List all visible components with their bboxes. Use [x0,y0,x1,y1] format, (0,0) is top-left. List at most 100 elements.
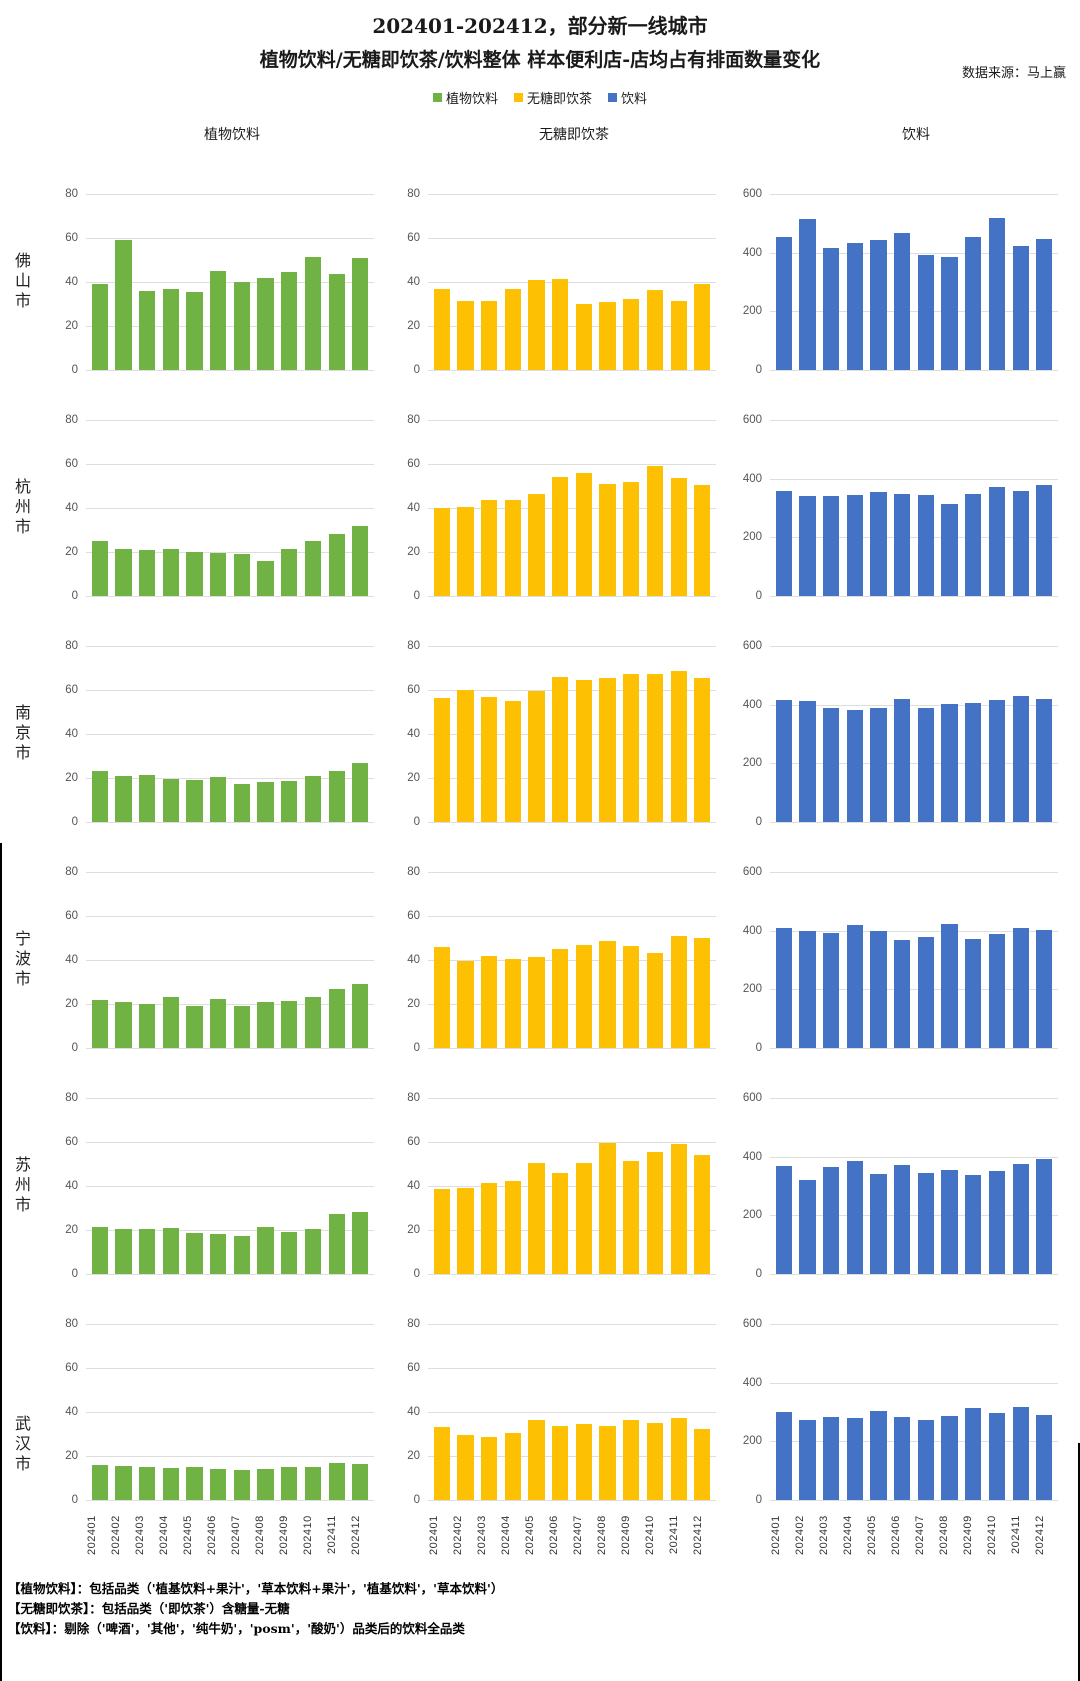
bar [304,541,321,596]
gridline [86,552,374,553]
gridline [428,552,716,553]
gridline [428,370,716,371]
bar-slot [206,420,230,596]
chart-cell-r3-c2: 600 400 200 0 [734,866,1062,1054]
bar-slot [348,420,372,596]
bar-slot [135,872,159,1048]
x-tick: 202406 [548,1505,572,1565]
x-tick: 202412 [692,1505,716,1565]
bar-slot [938,646,962,822]
y-tick-label: 200 [742,531,762,544]
bar [504,288,521,370]
bar [694,484,711,596]
bar-slot [819,420,843,596]
bar-chart-r5-c1: 80 60 40 20 0 [392,1318,720,1506]
x-tick: 202402 [110,1505,134,1565]
bar-slot [796,646,820,822]
bar [623,673,640,822]
y-tick-label: 40 [65,276,78,288]
gridline [770,763,1058,765]
bar-slot [667,646,691,822]
y-tick-label: 400 [742,698,762,711]
plot-area [770,194,1058,371]
bar-chart-r5-c0: 80 60 40 20 0 [50,1318,378,1506]
chart-header: 202401-202412，部分新一线城市 植物饮料/无糖即饮茶/饮料整体 样本… [0,0,1080,110]
plot-area [428,1098,716,1275]
bar [162,1468,179,1500]
bars [772,1098,1056,1274]
bar [233,1235,250,1274]
bar-slot [477,646,501,822]
bar-slot [135,420,159,596]
bar-slot [301,194,325,370]
bar-slot [1032,872,1056,1048]
gridline [770,930,1058,932]
gridline [770,420,1058,421]
gridline [770,537,1058,539]
y-tick-label: 0 [755,364,762,376]
bar [91,1226,108,1274]
bar [115,1228,132,1274]
bar [775,700,792,822]
bar [552,278,569,370]
y-tick-label: 40 [407,276,420,288]
gridline [428,690,716,691]
bar-slot [348,872,372,1048]
y-axis: 80 60 40 20 0 [50,188,82,376]
bar [162,1227,179,1274]
chart-cell-r5-c2: 600 400 200 0 202401 202402 202403 202404 202405… [734,1318,1062,1565]
gridline [86,734,374,735]
bars [88,1098,372,1274]
gridline [428,916,716,917]
bar [599,1426,616,1500]
bar-slot [454,1324,478,1500]
bar-slot [914,1098,938,1274]
y-tick-label: 60 [407,458,420,470]
city-cell: 南京市 [6,646,36,822]
city-cell: 佛山市 [6,194,36,370]
bar-slot [477,1098,501,1274]
bar-slot [643,872,667,1048]
bar [528,1419,545,1500]
bar-slot [454,194,478,370]
plot-area [86,1098,374,1275]
bar-slot [938,1098,962,1274]
plot-area [770,646,1058,823]
chart-cell-r2-c0: 80 60 40 20 0 [50,640,378,828]
bar [670,1417,687,1500]
bar [846,1417,863,1500]
gridline [428,326,716,327]
bar [599,1143,616,1274]
bar [210,271,227,370]
y-axis: 80 60 40 20 0 [50,866,82,1054]
bar-slot [867,420,891,596]
bars [772,420,1056,596]
bar [186,1233,203,1274]
bar [941,1169,958,1274]
bar [1036,238,1053,370]
y-tick-label: 200 [742,983,762,996]
bar-slot [88,1098,112,1274]
gridline [770,194,1058,195]
bar-slot [206,1098,230,1274]
gridline [770,478,1058,480]
y-tick-label: 0 [71,816,78,828]
bar [646,953,663,1048]
legend-swatch-blue [608,93,617,102]
bar [894,1164,911,1274]
bar [233,1006,250,1048]
bar-slot [843,872,867,1048]
plot-area [86,194,374,371]
gridline [86,1456,374,1457]
bar [1036,698,1053,822]
gridline [428,194,716,195]
y-tick-label: 40 [65,502,78,514]
x-tick-label: 202411 [326,1515,338,1555]
bar [504,1180,521,1274]
bar [823,248,840,370]
gridline [770,596,1058,597]
gridline [428,1142,716,1143]
y-tick-label: 60 [407,684,420,696]
bar [139,1004,156,1048]
chart-row-3: 宁波市 80 60 40 20 0 80 60 40 20 0 600 400 200 0 [6,866,1062,1054]
